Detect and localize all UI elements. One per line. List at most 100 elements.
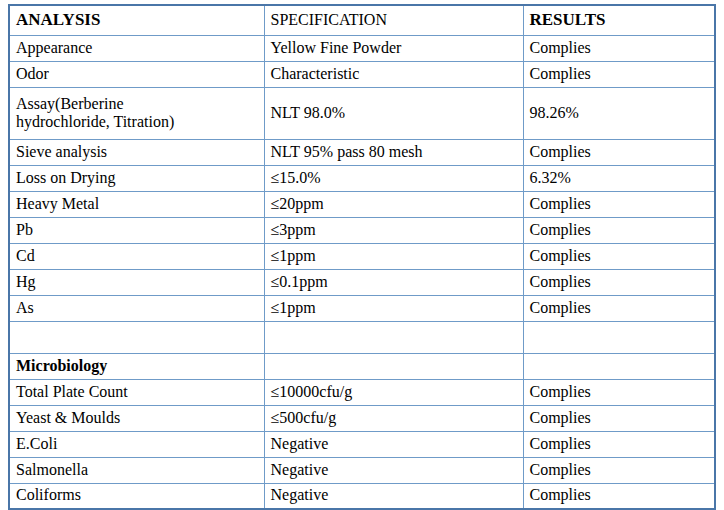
table-row: Loss on Drying ≤15.0% 6.32% xyxy=(9,165,715,191)
results-cell-text: Complies xyxy=(530,435,591,452)
analysis-cell xyxy=(9,321,264,353)
results-cell-text: Complies xyxy=(530,273,591,290)
analysis-cell-text: Hg xyxy=(16,273,36,290)
specification-cell: Negative xyxy=(264,483,523,509)
results-cell: Complies xyxy=(523,35,715,61)
results-cell: Complies xyxy=(523,139,715,165)
results-cell: Complies xyxy=(523,191,715,217)
specification-cell: ≤20ppm xyxy=(264,191,523,217)
specification-cell-text: ≤20ppm xyxy=(271,195,324,212)
specification-cell: NLT 95% pass 80 mesh xyxy=(264,139,523,165)
results-cell xyxy=(523,321,715,353)
table-row: Cd ≤1ppm Complies xyxy=(9,243,715,269)
analysis-cell-text: Odor xyxy=(16,65,49,82)
specification-cell: ≤10000cfu/g xyxy=(264,379,523,405)
specification-cell-text: ≤1ppm xyxy=(271,299,316,316)
results-cell-text: Complies xyxy=(530,486,591,503)
results-cell-text: Complies xyxy=(530,65,591,82)
specification-cell: Negative xyxy=(264,457,523,483)
specification-cell: Negative xyxy=(264,431,523,457)
analysis-cell: Appearance xyxy=(9,35,264,61)
specification-cell: ≤500cfu/g xyxy=(264,405,523,431)
results-cell-text: Complies xyxy=(530,409,591,426)
specification-cell-text: Negative xyxy=(271,461,329,478)
analysis-cell: Salmonella xyxy=(9,457,264,483)
results-cell xyxy=(523,353,715,379)
specification-cell: Characteristic xyxy=(264,61,523,87)
results-cell-text: Complies xyxy=(530,461,591,478)
results-cell-text: Complies xyxy=(530,143,591,160)
specification-cell: NLT 98.0% xyxy=(264,87,523,139)
results-cell-text: Complies xyxy=(530,247,591,264)
table-row: Coliforms Negative Complies xyxy=(9,483,715,509)
analysis-cell-text: Pb xyxy=(16,221,33,238)
analysis-cell-text: As xyxy=(16,299,34,316)
results-cell: Complies xyxy=(523,243,715,269)
analysis-cell: Yeast & Moulds xyxy=(9,405,264,431)
table-row: Total Plate Count ≤10000cfu/g Complies xyxy=(9,379,715,405)
analysis-cell: Assay(Berberine hydrochloride, Titration… xyxy=(9,87,264,139)
results-cell: Complies xyxy=(523,217,715,243)
analysis-cell-text: E.Coli xyxy=(16,435,57,452)
results-cell: Complies xyxy=(523,457,715,483)
results-cell: Complies xyxy=(523,431,715,457)
results-cell: 6.32% xyxy=(523,165,715,191)
analysis-cell: Coliforms xyxy=(9,483,264,509)
analysis-cell-text: Total Plate Count xyxy=(16,383,128,400)
analysis-cell-text: Yeast & Moulds xyxy=(16,409,120,426)
analysis-cell: Total Plate Count xyxy=(9,379,264,405)
table-row: Hg≤0.1ppmComplies xyxy=(9,269,715,295)
specification-cell: ≤15.0% xyxy=(264,165,523,191)
results-cell: Complies xyxy=(523,483,715,509)
analysis-cell: Heavy Metal xyxy=(9,191,264,217)
table-row: Salmonella Negative Complies xyxy=(9,457,715,483)
analysis-cell-text: Cd xyxy=(16,247,35,264)
results-cell-text: Complies xyxy=(530,299,591,316)
results-cell: Complies xyxy=(523,295,715,321)
specification-cell: Yellow Fine Powder xyxy=(264,35,523,61)
results-cell: Complies xyxy=(523,269,715,295)
specification-cell-text: Negative xyxy=(271,486,329,503)
specification-cell-text: ≤1ppm xyxy=(271,247,316,264)
results-cell-text: Complies xyxy=(530,195,591,212)
table-body: Appearance Yellow Fine Powder Complies Odor… xyxy=(9,35,715,509)
analysis-cell-text: Coliforms xyxy=(16,486,81,503)
column-header-specification: SPECIFICATION xyxy=(264,5,523,35)
specification-cell: ≤1ppm xyxy=(264,243,523,269)
analysis-cell: As xyxy=(9,295,264,321)
analysis-cell: Sieve analysis xyxy=(9,139,264,165)
results-cell-text: Complies xyxy=(530,383,591,400)
specification-cell-text: ≤10000cfu/g xyxy=(271,383,353,400)
table-row: Pb ≤3ppm Complies xyxy=(9,217,715,243)
table-header: ANALYSIS SPECIFICATION RESULTS xyxy=(9,5,715,35)
specification-cell-text: NLT 95% pass 80 mesh xyxy=(271,143,423,160)
analysis-cell: Odor xyxy=(9,61,264,87)
results-cell-text: Complies xyxy=(530,39,591,56)
column-header-results: RESULTS xyxy=(523,5,715,35)
analysis-cell-text: Appearance xyxy=(16,39,92,56)
table-row: Assay(Berberine hydrochloride, Titration… xyxy=(9,87,715,139)
analysis-cell-text: Sieve analysis xyxy=(16,143,107,160)
specification-cell-text: ≤15.0% xyxy=(271,169,321,186)
analysis-cell: Hg xyxy=(9,269,264,295)
table-row: As ≤1ppm Complies xyxy=(9,295,715,321)
header-row: ANALYSIS SPECIFICATION RESULTS xyxy=(9,5,715,35)
column-header-analysis: ANALYSIS xyxy=(9,5,264,35)
specification-document-page: ANALYSIS SPECIFICATION RESULTS Appearanc… xyxy=(0,0,724,510)
column-header-results-label: RESULTS xyxy=(530,10,606,29)
results-cell: Complies xyxy=(523,405,715,431)
analysis-cell: Loss on Drying xyxy=(9,165,264,191)
results-cell: Complies xyxy=(523,379,715,405)
column-header-specification-label: SPECIFICATION xyxy=(271,11,387,28)
column-header-analysis-label: ANALYSIS xyxy=(16,10,100,29)
analysis-cell-text: Assay(Berberine hydrochloride, Titration… xyxy=(16,95,221,132)
results-cell-text: 98.26% xyxy=(530,104,579,121)
results-cell: Complies xyxy=(523,61,715,87)
specification-cell-text: NLT 98.0% xyxy=(271,104,346,121)
analysis-cell-text: Loss on Drying xyxy=(16,169,116,186)
table-row: Heavy Metal ≤20ppm Complies xyxy=(9,191,715,217)
table-row xyxy=(9,321,715,353)
specification-cell-text: Yellow Fine Powder xyxy=(271,39,402,56)
specification-cell-text: ≤3ppm xyxy=(271,221,316,238)
results-cell: 98.26% xyxy=(523,87,715,139)
